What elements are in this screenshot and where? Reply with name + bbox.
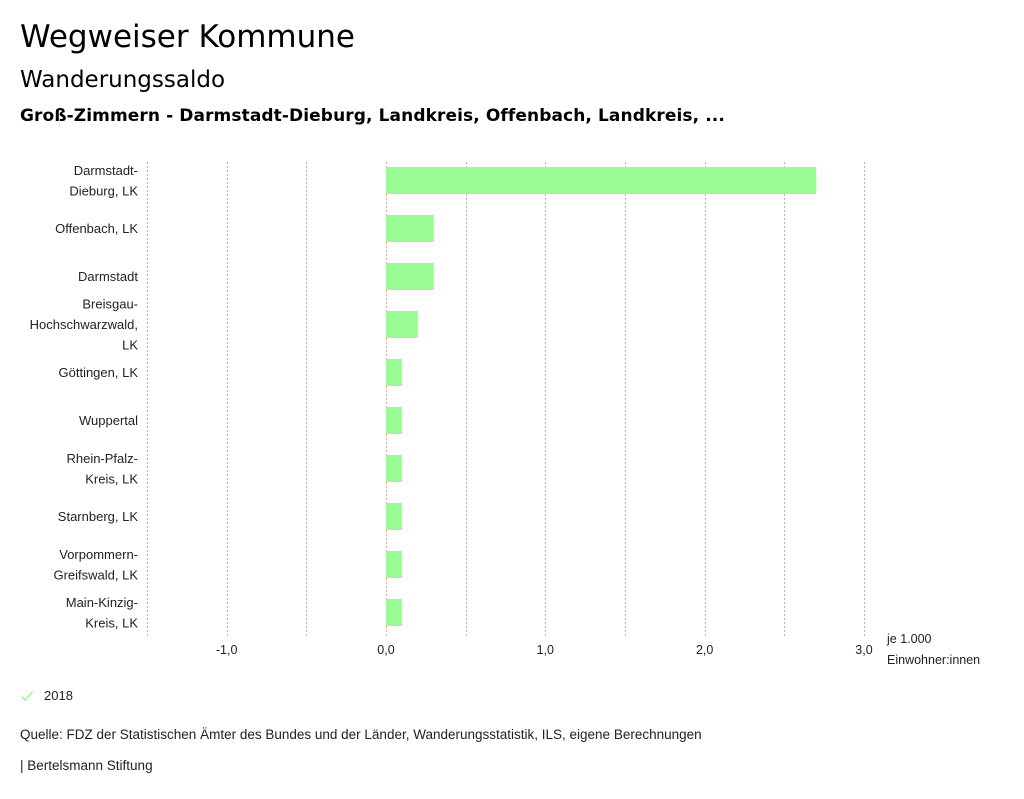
x-axis-ticks: -1,0 0,0 1,0 2,0 3,0: [216, 643, 873, 657]
category-label: LK: [122, 338, 138, 353]
bar[interactable]: [386, 551, 402, 578]
check-icon: [20, 690, 34, 701]
credit-note: | Bertelsmann Stiftung: [20, 758, 153, 773]
category-label: Greifswald, LK: [53, 567, 138, 582]
category-label: Main-Kinzig-: [66, 595, 138, 610]
category-label: Wuppertal: [79, 413, 138, 428]
category-label: Breisgau-: [82, 297, 138, 312]
category-label: Starnberg, LK: [58, 509, 139, 524]
bar[interactable]: [386, 215, 434, 242]
category-label: Kreis, LK: [85, 615, 138, 630]
category-label: Darmstadt: [78, 269, 138, 284]
x-axis-unit-line2: Einwohner:innen: [887, 653, 980, 667]
x-tick-label: 2,0: [696, 643, 713, 657]
bar-chart: Darmstadt- Dieburg, LK Offenbach, LK Darmst…: [30, 162, 980, 667]
bar[interactable]: [386, 599, 402, 626]
category-label: Kreis, LK: [85, 471, 138, 486]
bar[interactable]: [386, 311, 418, 338]
bar[interactable]: [386, 407, 402, 434]
bar[interactable]: [386, 359, 402, 386]
region-selection: Groß-Zimmern - Darmstadt-Dieburg, Landkr…: [20, 106, 725, 126]
category-label: Vorpommern-: [59, 547, 138, 562]
bar[interactable]: [386, 455, 402, 482]
category-label: Hochschwarzwald,: [30, 317, 138, 332]
category-label: Offenbach, LK: [55, 221, 138, 236]
bar[interactable]: [386, 263, 434, 290]
category-labels: Darmstadt- Dieburg, LK Offenbach, LK Darmst…: [30, 163, 139, 631]
source-note: Quelle: FDZ der Statistischen Ämter des …: [20, 727, 702, 742]
x-tick-label: -1,0: [216, 643, 238, 657]
x-axis-unit-line1: je 1.000: [886, 632, 932, 646]
bar[interactable]: [386, 167, 817, 194]
category-label: Rhein-Pfalz-: [66, 451, 138, 466]
bar[interactable]: [386, 503, 402, 530]
legend-item-2018[interactable]: 2018: [20, 688, 73, 703]
chart-subtitle: Wanderungssaldo: [20, 67, 226, 93]
legend-label: 2018: [44, 688, 73, 703]
category-label: Darmstadt-: [74, 163, 138, 178]
category-label: Dieburg, LK: [69, 183, 138, 198]
gridlines: [147, 162, 865, 636]
x-tick-label: 3,0: [855, 643, 872, 657]
x-tick-label: 0,0: [377, 643, 394, 657]
category-label: Göttingen, LK: [59, 365, 139, 380]
page-title: Wegweiser Kommune: [20, 19, 355, 55]
bars: [386, 167, 817, 626]
x-tick-label: 1,0: [537, 643, 554, 657]
